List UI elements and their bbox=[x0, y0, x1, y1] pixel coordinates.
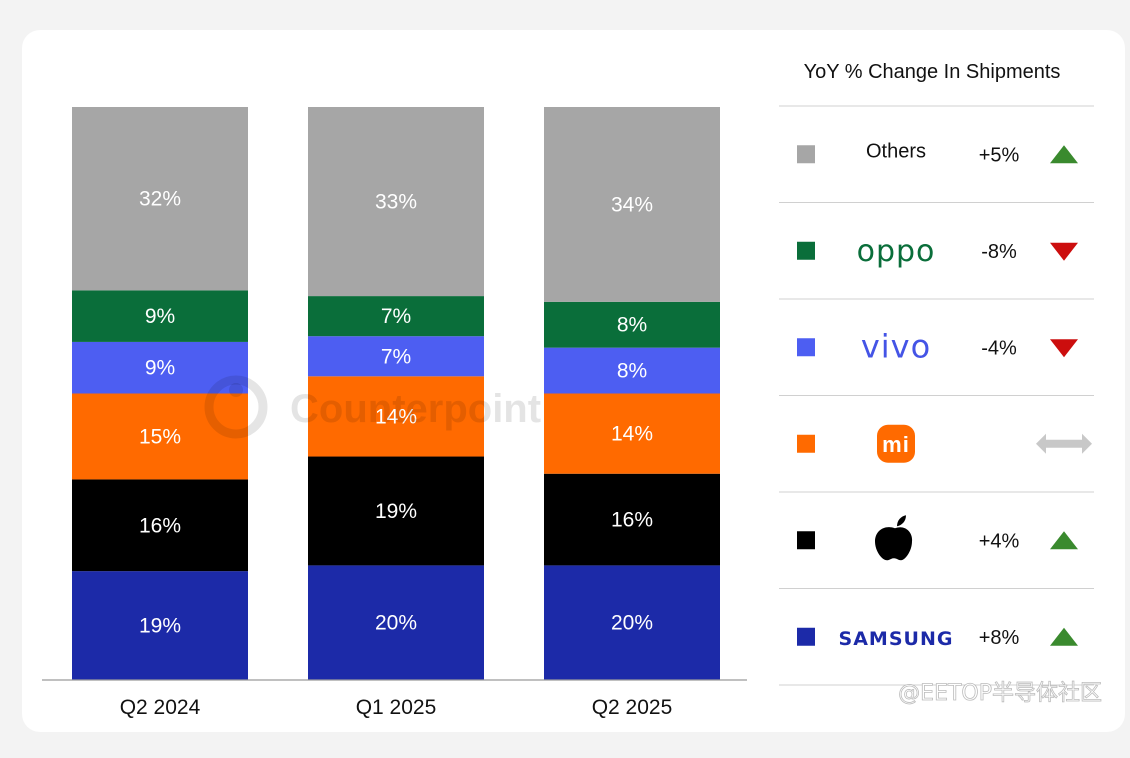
legend-change-value: +5% bbox=[979, 144, 1020, 166]
category-labels: Q2 2024 Q1 2025 Q2 2025 bbox=[120, 696, 673, 719]
bars-layer: 19% 16% 15% 9% 9% 32% 20% 19% 14% 7% 7% 33% 20% 16% 14… bbox=[72, 107, 720, 680]
legend-swatch bbox=[797, 338, 815, 357]
trend-up-icon bbox=[1050, 531, 1078, 550]
trend-flat-icon bbox=[1036, 433, 1092, 454]
bar-oppo-2 bbox=[308, 296, 484, 337]
apple-logo bbox=[875, 515, 913, 561]
trend-up-icon bbox=[1050, 627, 1078, 646]
legend-change-value: -4% bbox=[981, 337, 1017, 359]
value-label-samsung-3: 20% bbox=[611, 612, 653, 635]
bar-vivo-2 bbox=[308, 336, 484, 377]
value-label-xiaomi-3: 14% bbox=[611, 423, 653, 446]
value-label-others-2: 33% bbox=[375, 191, 417, 214]
legend-row-apple: +4% bbox=[797, 515, 1078, 561]
value-label-samsung-1: 19% bbox=[139, 615, 181, 638]
legend-swatch bbox=[797, 241, 815, 260]
bar-xiaomi-3 bbox=[544, 393, 720, 474]
legend: Others +5% oppo -8% vivo -4% mi +4% SAMSUNG +8% bbox=[779, 105, 1094, 686]
legend-row-oppo: oppo -8% bbox=[797, 234, 1078, 269]
trend-up-icon bbox=[1050, 145, 1078, 164]
legend-row-samsung: SAMSUNG +8% bbox=[797, 627, 1078, 650]
bar-oppo-1 bbox=[72, 290, 248, 342]
value-label-others-1: 32% bbox=[139, 188, 181, 211]
value-label-apple-1: 16% bbox=[139, 514, 181, 537]
bar-xiaomi-2 bbox=[308, 376, 484, 457]
category-label-3: Q2 2025 bbox=[592, 696, 673, 719]
value-label-vivo-3: 8% bbox=[617, 360, 647, 383]
category-label-1: Q2 2024 bbox=[120, 696, 201, 719]
legend-brand-text: Others bbox=[866, 140, 926, 162]
bar-samsung-2 bbox=[308, 565, 484, 680]
value-label-xiaomi-1: 15% bbox=[139, 425, 181, 448]
bar-apple-1 bbox=[72, 479, 248, 572]
samsung-logo: SAMSUNG bbox=[839, 628, 954, 650]
legend-row-others: Others +5% bbox=[797, 140, 1078, 166]
bar-samsung-1 bbox=[72, 571, 248, 680]
value-label-samsung-2: 20% bbox=[375, 612, 417, 635]
bar-oppo-3 bbox=[544, 301, 720, 348]
bar-others-2 bbox=[308, 107, 484, 297]
legend-swatch bbox=[797, 531, 815, 550]
bar-vivo-3 bbox=[544, 347, 720, 394]
credit-text: @EETOP半导体社区 bbox=[898, 681, 1102, 706]
legend-row-vivo: vivo -4% bbox=[797, 327, 1078, 365]
value-label-vivo-1: 9% bbox=[145, 357, 175, 380]
xiaomi-logo: mi bbox=[877, 424, 915, 463]
legend-swatch bbox=[797, 627, 815, 646]
bar-vivo-1 bbox=[72, 341, 248, 394]
legend-title: YoY % Change In Shipments bbox=[804, 61, 1061, 83]
oppo-logo: oppo bbox=[857, 234, 936, 269]
bar-apple-3 bbox=[544, 473, 720, 566]
legend-change-value: +8% bbox=[979, 627, 1020, 649]
value-label-others-3: 34% bbox=[611, 193, 653, 216]
legend-change-value: -8% bbox=[981, 241, 1017, 263]
value-label-apple-2: 19% bbox=[375, 500, 417, 523]
legend-swatch bbox=[797, 434, 815, 453]
legend-swatch bbox=[797, 145, 815, 164]
chart-card: 19% 16% 15% 9% 9% 32% 20% 19% 14% 7% 7% 33% 20% 16% 14… bbox=[22, 30, 1125, 732]
xiaomi-logo-text: mi bbox=[882, 432, 910, 457]
trend-down-icon bbox=[1050, 242, 1078, 261]
value-label-vivo-2: 7% bbox=[381, 345, 411, 368]
legend-change-value: +4% bbox=[979, 530, 1020, 552]
value-label-oppo-2: 7% bbox=[381, 305, 411, 328]
bar-others-3 bbox=[544, 107, 720, 302]
value-label-apple-3: 16% bbox=[611, 509, 653, 532]
category-label-2: Q1 2025 bbox=[356, 696, 437, 719]
counterpoint-watermark: Counterpoint bbox=[204, 375, 541, 439]
bar-apple-2 bbox=[308, 456, 484, 566]
bar-xiaomi-1 bbox=[72, 393, 248, 480]
legend-row-xiaomi: mi bbox=[797, 424, 1092, 463]
bar-samsung-3 bbox=[544, 565, 720, 680]
value-label-oppo-3: 8% bbox=[617, 314, 647, 337]
vivo-logo: vivo bbox=[861, 327, 931, 365]
value-label-xiaomi-2: 14% bbox=[375, 405, 417, 428]
value-label-oppo-1: 9% bbox=[145, 305, 175, 328]
watermark-text: Counterpoint bbox=[290, 387, 541, 431]
bar-others-1 bbox=[72, 107, 248, 291]
stacked-bar-chart: 19% 16% 15% 9% 9% 32% 20% 19% 14% 7% 7% 33% 20% 16% 14… bbox=[42, 61, 1102, 719]
trend-down-icon bbox=[1050, 339, 1078, 358]
